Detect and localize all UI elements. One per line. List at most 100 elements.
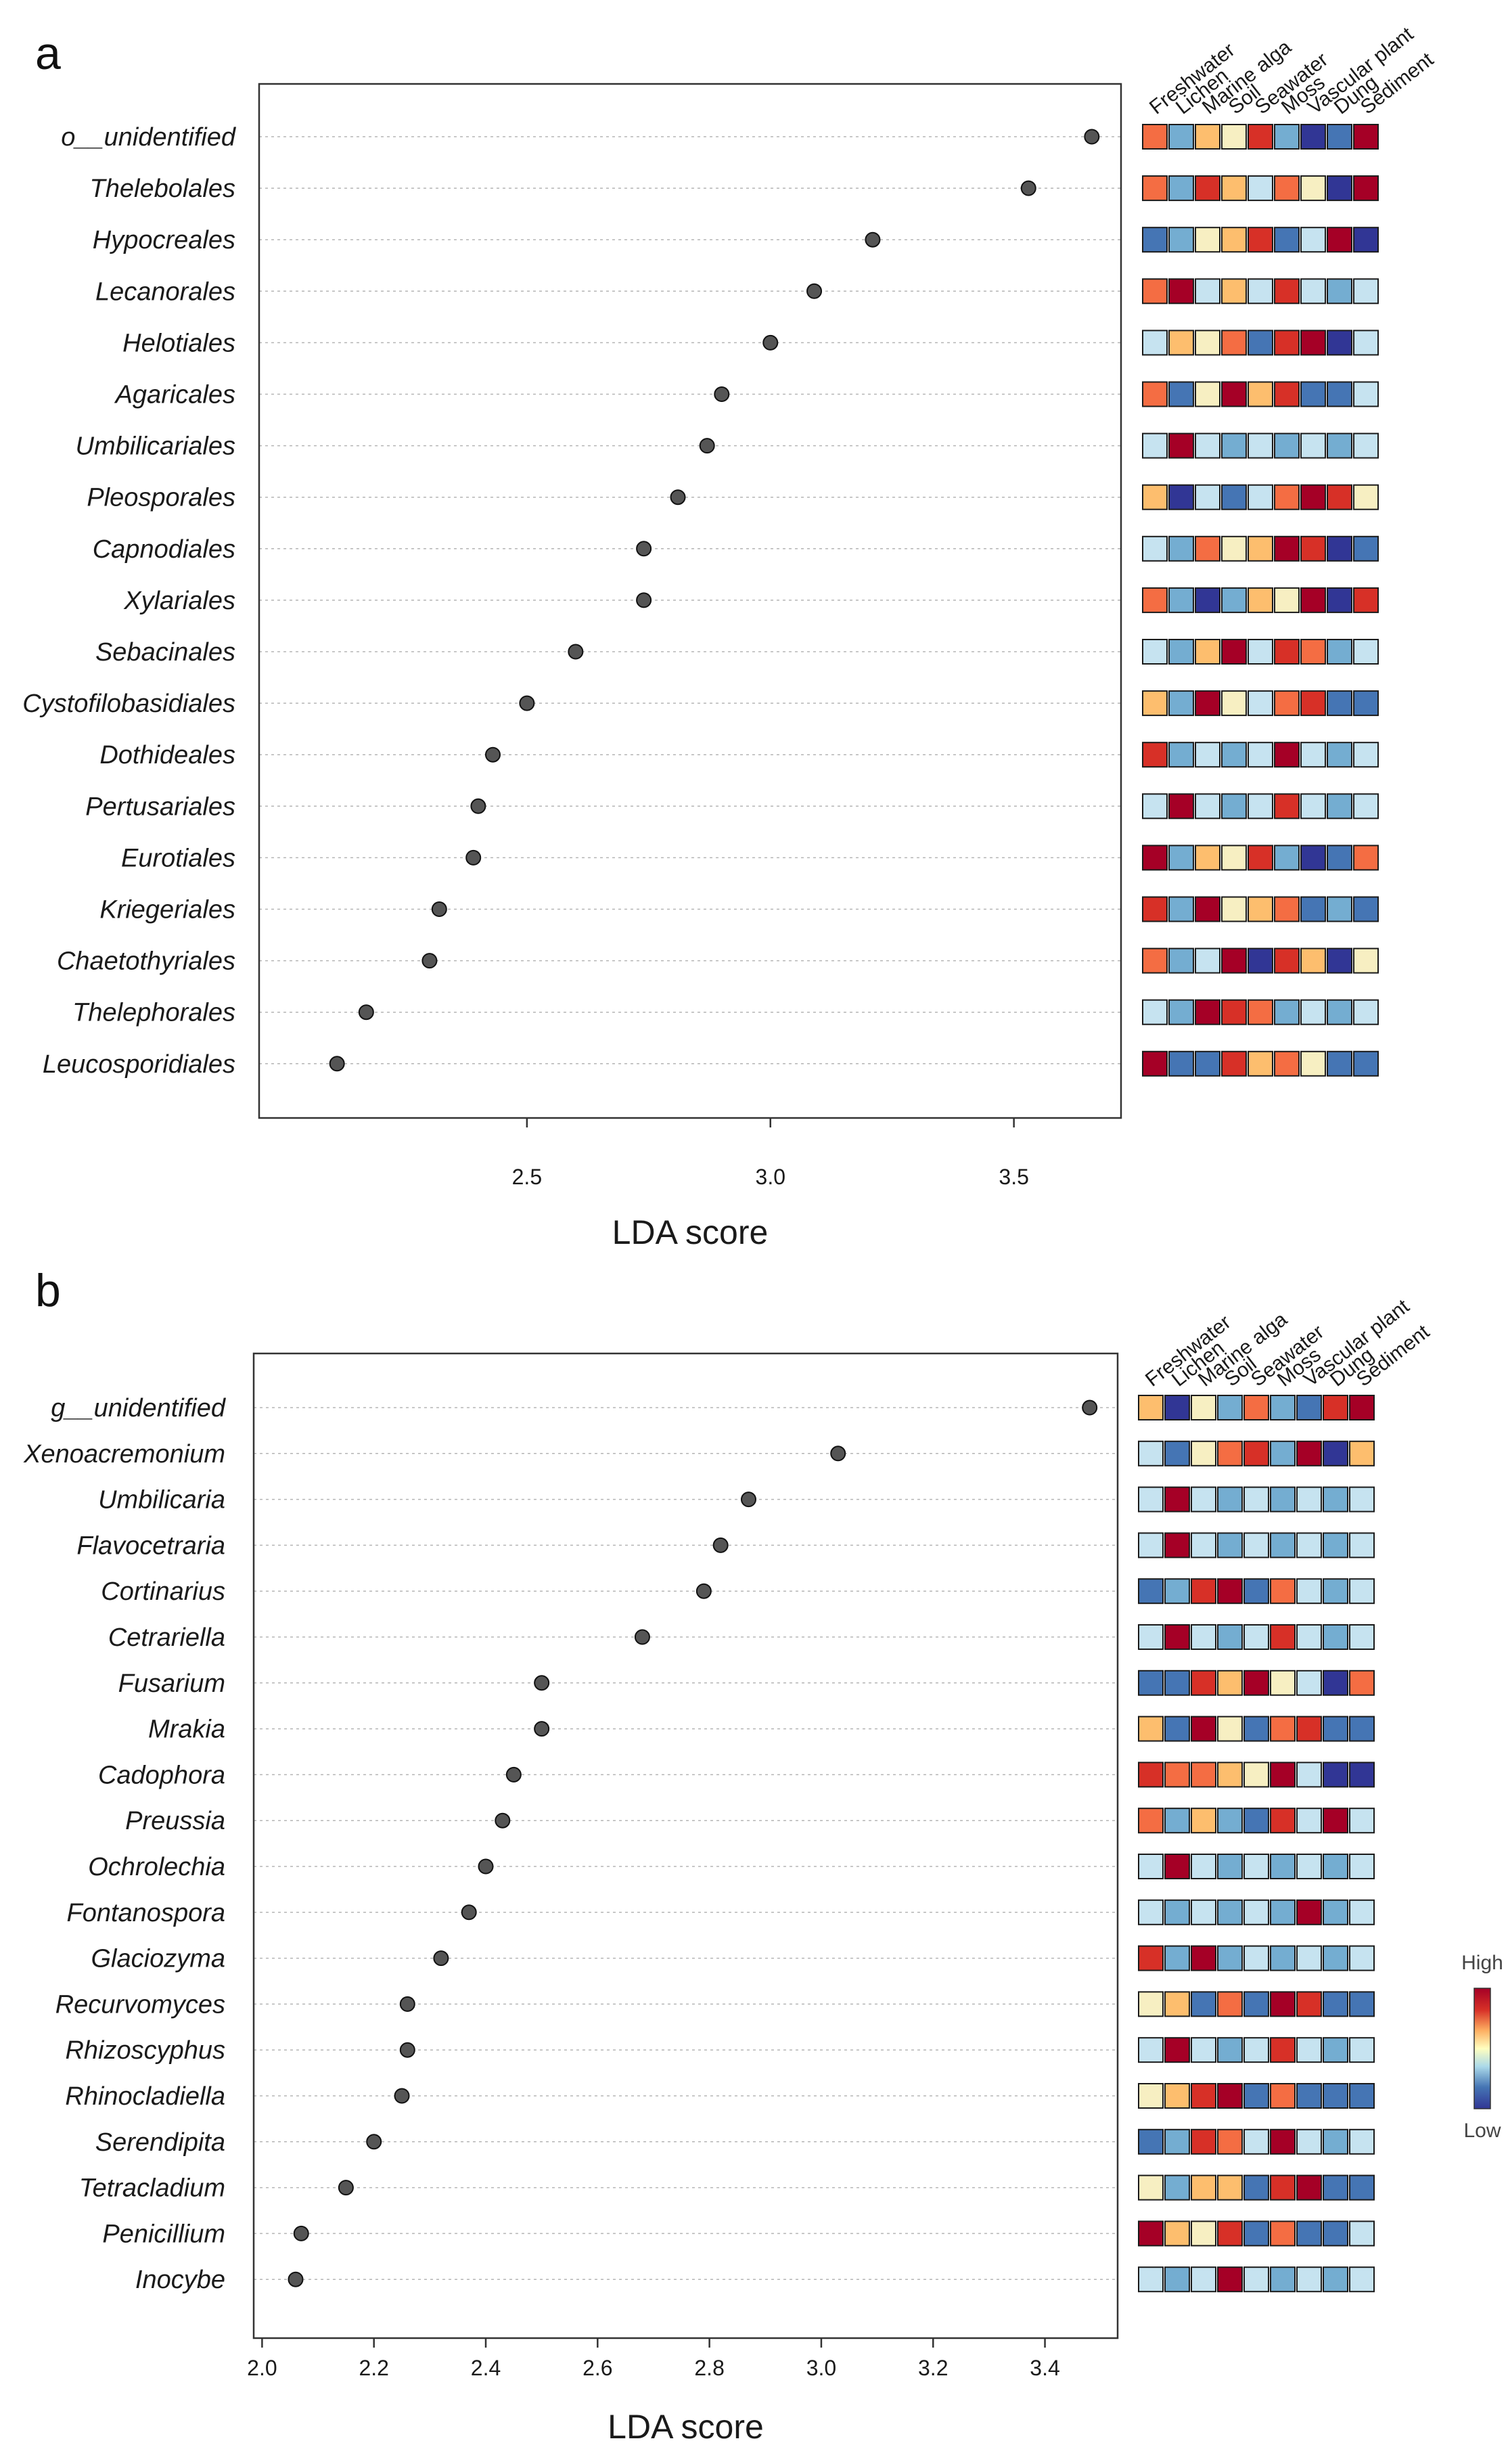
heatmap-cell <box>1142 227 1168 253</box>
heatmap-cell <box>1296 2220 1322 2247</box>
heatmap-cell <box>1191 1762 1216 1788</box>
heatmap-cell <box>1349 1899 1375 1925</box>
heatmap-cell <box>1164 1578 1190 1605</box>
heatmap-cell <box>1248 484 1273 510</box>
heatmap-cell <box>1138 1991 1164 2017</box>
heatmap-cell <box>1217 2220 1243 2247</box>
heatmap-cell <box>1274 381 1300 407</box>
data-point <box>366 2134 382 2150</box>
heatmap-cell <box>1243 2174 1269 2201</box>
heatmap-cell <box>1274 432 1300 459</box>
heatmap-cell <box>1138 1945 1164 1971</box>
heatmap-cell <box>1142 587 1168 613</box>
heatmap-cell <box>1191 1945 1216 1971</box>
heatmap-cell <box>1191 2266 1216 2293</box>
heatmap-cell <box>1248 947 1273 974</box>
heatmap-cell <box>1327 742 1352 768</box>
heatmap-cell <box>1248 330 1273 356</box>
heatmap-cell <box>1248 227 1273 253</box>
heatmap-cell <box>1221 690 1247 717</box>
heatmap-cell <box>1349 1808 1375 1834</box>
heatmap-cell <box>1191 1624 1216 1650</box>
heatmap-cell <box>1353 690 1379 717</box>
x-tick-label: 3.0 <box>806 2356 836 2380</box>
data-point <box>830 1446 846 1462</box>
heatmap-cell <box>1270 1762 1296 1788</box>
x-axis-title: LDA score <box>608 2408 764 2446</box>
heatmap-cell <box>1300 639 1326 665</box>
heatmap-cell <box>1191 1808 1216 1834</box>
x-tick-label: 2.4 <box>471 2356 501 2380</box>
heatmap-cell <box>1327 484 1352 510</box>
taxon-label: Xylariales <box>123 587 235 615</box>
heatmap-cell <box>1349 2083 1375 2109</box>
heatmap-cell <box>1270 2266 1296 2293</box>
taxon-label: Cortinarius <box>101 1577 225 1606</box>
heatmap-cell <box>1323 1532 1348 1559</box>
taxon-label: Mrakia <box>148 1716 225 1744</box>
heatmap-cell <box>1248 432 1273 459</box>
x-tick-label: 2.2 <box>359 2356 388 2380</box>
heatmap-cell <box>1142 278 1168 305</box>
panel-a: 2.5 3.0 3.5 LDA score o__unidentified Thelebo… <box>22 22 1438 1251</box>
heatmap-cell <box>1248 381 1273 407</box>
heatmap-cell <box>1296 2037 1322 2063</box>
heatmap-cell <box>1274 535 1300 562</box>
plot-frame <box>258 83 1122 1119</box>
heatmap-cell <box>1300 124 1326 150</box>
heatmap-cell <box>1168 175 1194 202</box>
heatmap-cell <box>1248 793 1273 820</box>
heatmap-cell <box>1191 2037 1216 2063</box>
heatmap-cell <box>1296 1532 1322 1559</box>
taxon-label: Chaetothyriales <box>57 947 235 976</box>
data-point <box>470 798 486 814</box>
x-axis-title: LDA score <box>612 1213 769 1251</box>
heatmap-cell <box>1323 1854 1348 1879</box>
taxon-label: Dothideales <box>99 741 235 769</box>
taxon-label: Fontanospora <box>67 1899 226 1927</box>
taxon-label: Hypocreales <box>93 226 235 254</box>
data-point <box>495 1812 511 1829</box>
heatmap-cell <box>1142 639 1168 665</box>
heatmap-cell <box>1274 124 1300 150</box>
heatmap-cell <box>1323 2266 1348 2293</box>
heatmap-cell <box>1191 1532 1216 1559</box>
heatmap-cell <box>1191 1991 1216 2017</box>
heatmap-cell <box>1274 587 1300 613</box>
taxon-label: Serendipita <box>95 2128 225 2157</box>
heatmap-cell <box>1217 1762 1243 1788</box>
heatmap-cell <box>1142 330 1168 356</box>
heatmap-cell <box>1217 1486 1243 1513</box>
data-point <box>431 901 447 917</box>
heatmap-cell <box>1353 793 1379 820</box>
heatmap-cell <box>1349 1395 1375 1420</box>
heatmap-cell <box>1138 1716 1164 1742</box>
heatmap-cell <box>1138 1486 1164 1513</box>
heatmap-cell <box>1221 381 1247 407</box>
heatmap-cell <box>1274 742 1300 768</box>
taxon-label: Thelebolales <box>90 175 235 203</box>
heatmap-cell <box>1349 1670 1375 1696</box>
heatmap-cell <box>1274 793 1300 820</box>
heatmap-cell <box>1221 330 1247 356</box>
data-point <box>465 849 482 866</box>
taxon-label: Ochrolechia <box>88 1853 225 1881</box>
heatmap-cell <box>1353 484 1379 510</box>
data-point <box>338 2180 354 2196</box>
heatmap-cell <box>1349 1991 1375 2017</box>
taxon-label: Cetrariella <box>108 1623 225 1652</box>
heatmap-cell <box>1270 1991 1296 2017</box>
heatmap-cell <box>1195 278 1220 305</box>
data-point <box>806 283 823 299</box>
heatmap-cell <box>1353 639 1379 665</box>
heatmap-cell <box>1353 742 1379 768</box>
heatmap-cell <box>1191 1440 1216 1466</box>
taxon-label: Xenoacremonium <box>23 1440 225 1469</box>
heatmap-cell <box>1248 587 1273 613</box>
taxon-label: Penicillium <box>102 2220 225 2248</box>
legend-low-label: Low <box>1463 2120 1501 2142</box>
data-point <box>636 592 652 608</box>
heatmap-cell <box>1195 845 1220 871</box>
taxon-label: Sebacinales <box>95 638 235 667</box>
